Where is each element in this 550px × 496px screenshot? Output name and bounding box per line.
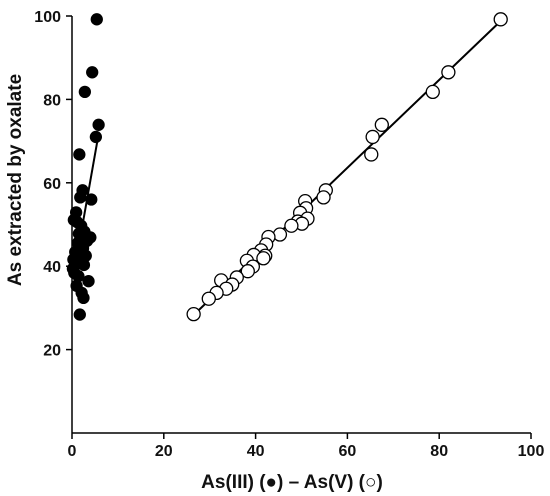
filled-data-point bbox=[85, 193, 98, 206]
filled-data-point bbox=[86, 66, 99, 79]
x-tick-label: 60 bbox=[339, 443, 357, 460]
open-data-point bbox=[201, 291, 216, 306]
x-axis-title: As(III) (●) – As(V) (○) bbox=[201, 472, 383, 493]
open-data-point bbox=[425, 84, 440, 100]
open-data-point bbox=[441, 65, 456, 80]
filled-data-point bbox=[82, 275, 95, 288]
y-tick-label: 100 bbox=[34, 9, 61, 26]
regression-line-series-2 bbox=[192, 20, 502, 316]
open-data-point bbox=[240, 264, 255, 279]
filled-data-point bbox=[73, 308, 86, 321]
filled-data-point bbox=[77, 291, 90, 305]
x-tick-label: 80 bbox=[430, 443, 448, 460]
x-tick-label: 40 bbox=[247, 443, 265, 460]
filled-data-point bbox=[73, 148, 86, 161]
filled-data-point bbox=[78, 85, 92, 99]
open-data-point bbox=[316, 190, 331, 205]
open-data-point bbox=[284, 218, 299, 233]
regression-lines bbox=[72, 20, 502, 316]
filled-data-point bbox=[74, 191, 87, 204]
y-tick-label: 80 bbox=[43, 92, 61, 109]
y-axis-title: As extracted by oxalate bbox=[5, 74, 26, 286]
x-tick-label: 0 bbox=[68, 443, 77, 460]
open-data-point bbox=[365, 129, 380, 145]
open-data-point bbox=[374, 117, 389, 132]
data-points bbox=[66, 12, 508, 322]
y-tick-label: 20 bbox=[43, 343, 61, 360]
filled-data-point bbox=[90, 13, 103, 26]
filled-data-point bbox=[77, 258, 91, 272]
open-data-point bbox=[256, 251, 271, 266]
y-axis-ticks: 20 40 60 80 100 bbox=[34, 9, 72, 360]
open-data-point bbox=[493, 12, 508, 27]
x-tick-label: 20 bbox=[155, 443, 173, 460]
x-tick-label: 100 bbox=[518, 443, 545, 460]
open-data-point bbox=[364, 147, 379, 162]
y-tick-label: 60 bbox=[43, 176, 61, 193]
open-data-point bbox=[272, 227, 288, 242]
filled-data-point bbox=[92, 118, 105, 131]
open-data-point bbox=[186, 307, 201, 322]
x-axis-ticks: 0 20 40 60 80 100 bbox=[68, 433, 545, 460]
y-tick-label: 40 bbox=[43, 259, 61, 276]
filled-data-point bbox=[89, 130, 103, 144]
